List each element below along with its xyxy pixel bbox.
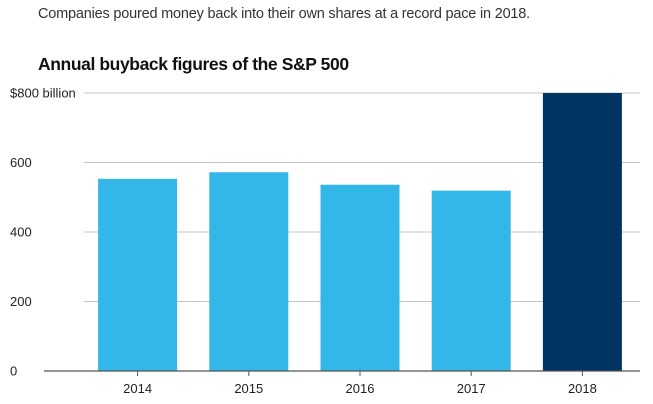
tick-labels: 0 200 400 600 $800 billion 2014 2015 2016 2017 20… <box>10 86 597 397</box>
y-tick-label: 200 <box>10 294 32 309</box>
bar-2018 <box>542 93 622 371</box>
x-tick-label: 2014 <box>123 381 152 396</box>
x-axis <box>44 370 640 376</box>
bar-2016 <box>320 184 400 371</box>
bars <box>98 93 622 371</box>
y-tick-label: 0 <box>10 364 17 379</box>
x-tick-label: 2016 <box>346 381 375 396</box>
x-tick-label: 2015 <box>234 381 263 396</box>
chart-title: Annual buyback figures of the S&P 500 <box>38 54 349 74</box>
y-tick-label: 600 <box>10 155 32 170</box>
y-tick-label: $800 billion <box>10 86 76 101</box>
chart-subtitle: Companies poured money back into their o… <box>38 6 530 22</box>
x-tick-label: 2018 <box>568 381 597 396</box>
bar-2014 <box>98 178 178 371</box>
y-tick-label: 400 <box>10 225 32 240</box>
bar-2017 <box>431 190 511 371</box>
bar-2015 <box>209 172 289 371</box>
x-tick-label: 2017 <box>457 381 486 396</box>
